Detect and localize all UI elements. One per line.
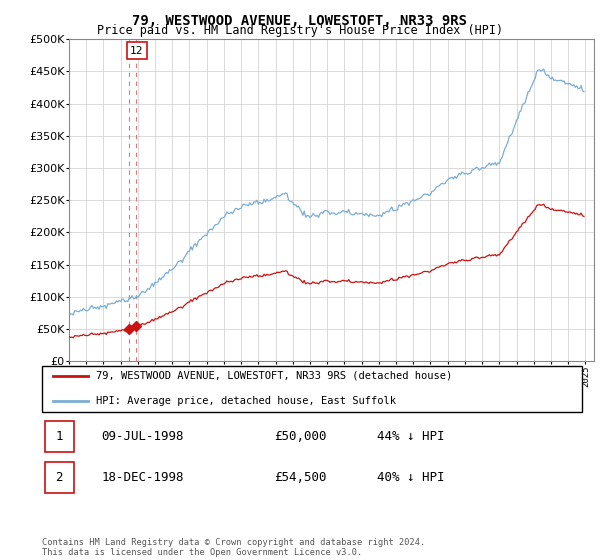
Text: 1: 1 [56,430,63,443]
Text: 79, WESTWOOD AVENUE, LOWESTOFT, NR33 9RS: 79, WESTWOOD AVENUE, LOWESTOFT, NR33 9RS [133,14,467,28]
Text: 18-DEC-1998: 18-DEC-1998 [101,471,184,484]
Text: HPI: Average price, detached house, East Suffolk: HPI: Average price, detached house, East… [96,396,396,407]
FancyBboxPatch shape [42,366,582,412]
Text: Contains HM Land Registry data © Crown copyright and database right 2024.
This d: Contains HM Land Registry data © Crown c… [42,538,425,557]
Text: 44% ↓ HPI: 44% ↓ HPI [377,430,444,443]
Text: 2: 2 [56,471,63,484]
Text: 12: 12 [130,46,143,55]
Text: 79, WESTWOOD AVENUE, LOWESTOFT, NR33 9RS (detached house): 79, WESTWOOD AVENUE, LOWESTOFT, NR33 9RS… [96,371,452,381]
FancyBboxPatch shape [45,421,74,452]
Text: £50,000: £50,000 [274,430,326,443]
FancyBboxPatch shape [45,462,74,493]
Text: 40% ↓ HPI: 40% ↓ HPI [377,471,444,484]
Text: £54,500: £54,500 [274,471,326,484]
Text: 09-JUL-1998: 09-JUL-1998 [101,430,184,443]
Text: Price paid vs. HM Land Registry's House Price Index (HPI): Price paid vs. HM Land Registry's House … [97,24,503,37]
